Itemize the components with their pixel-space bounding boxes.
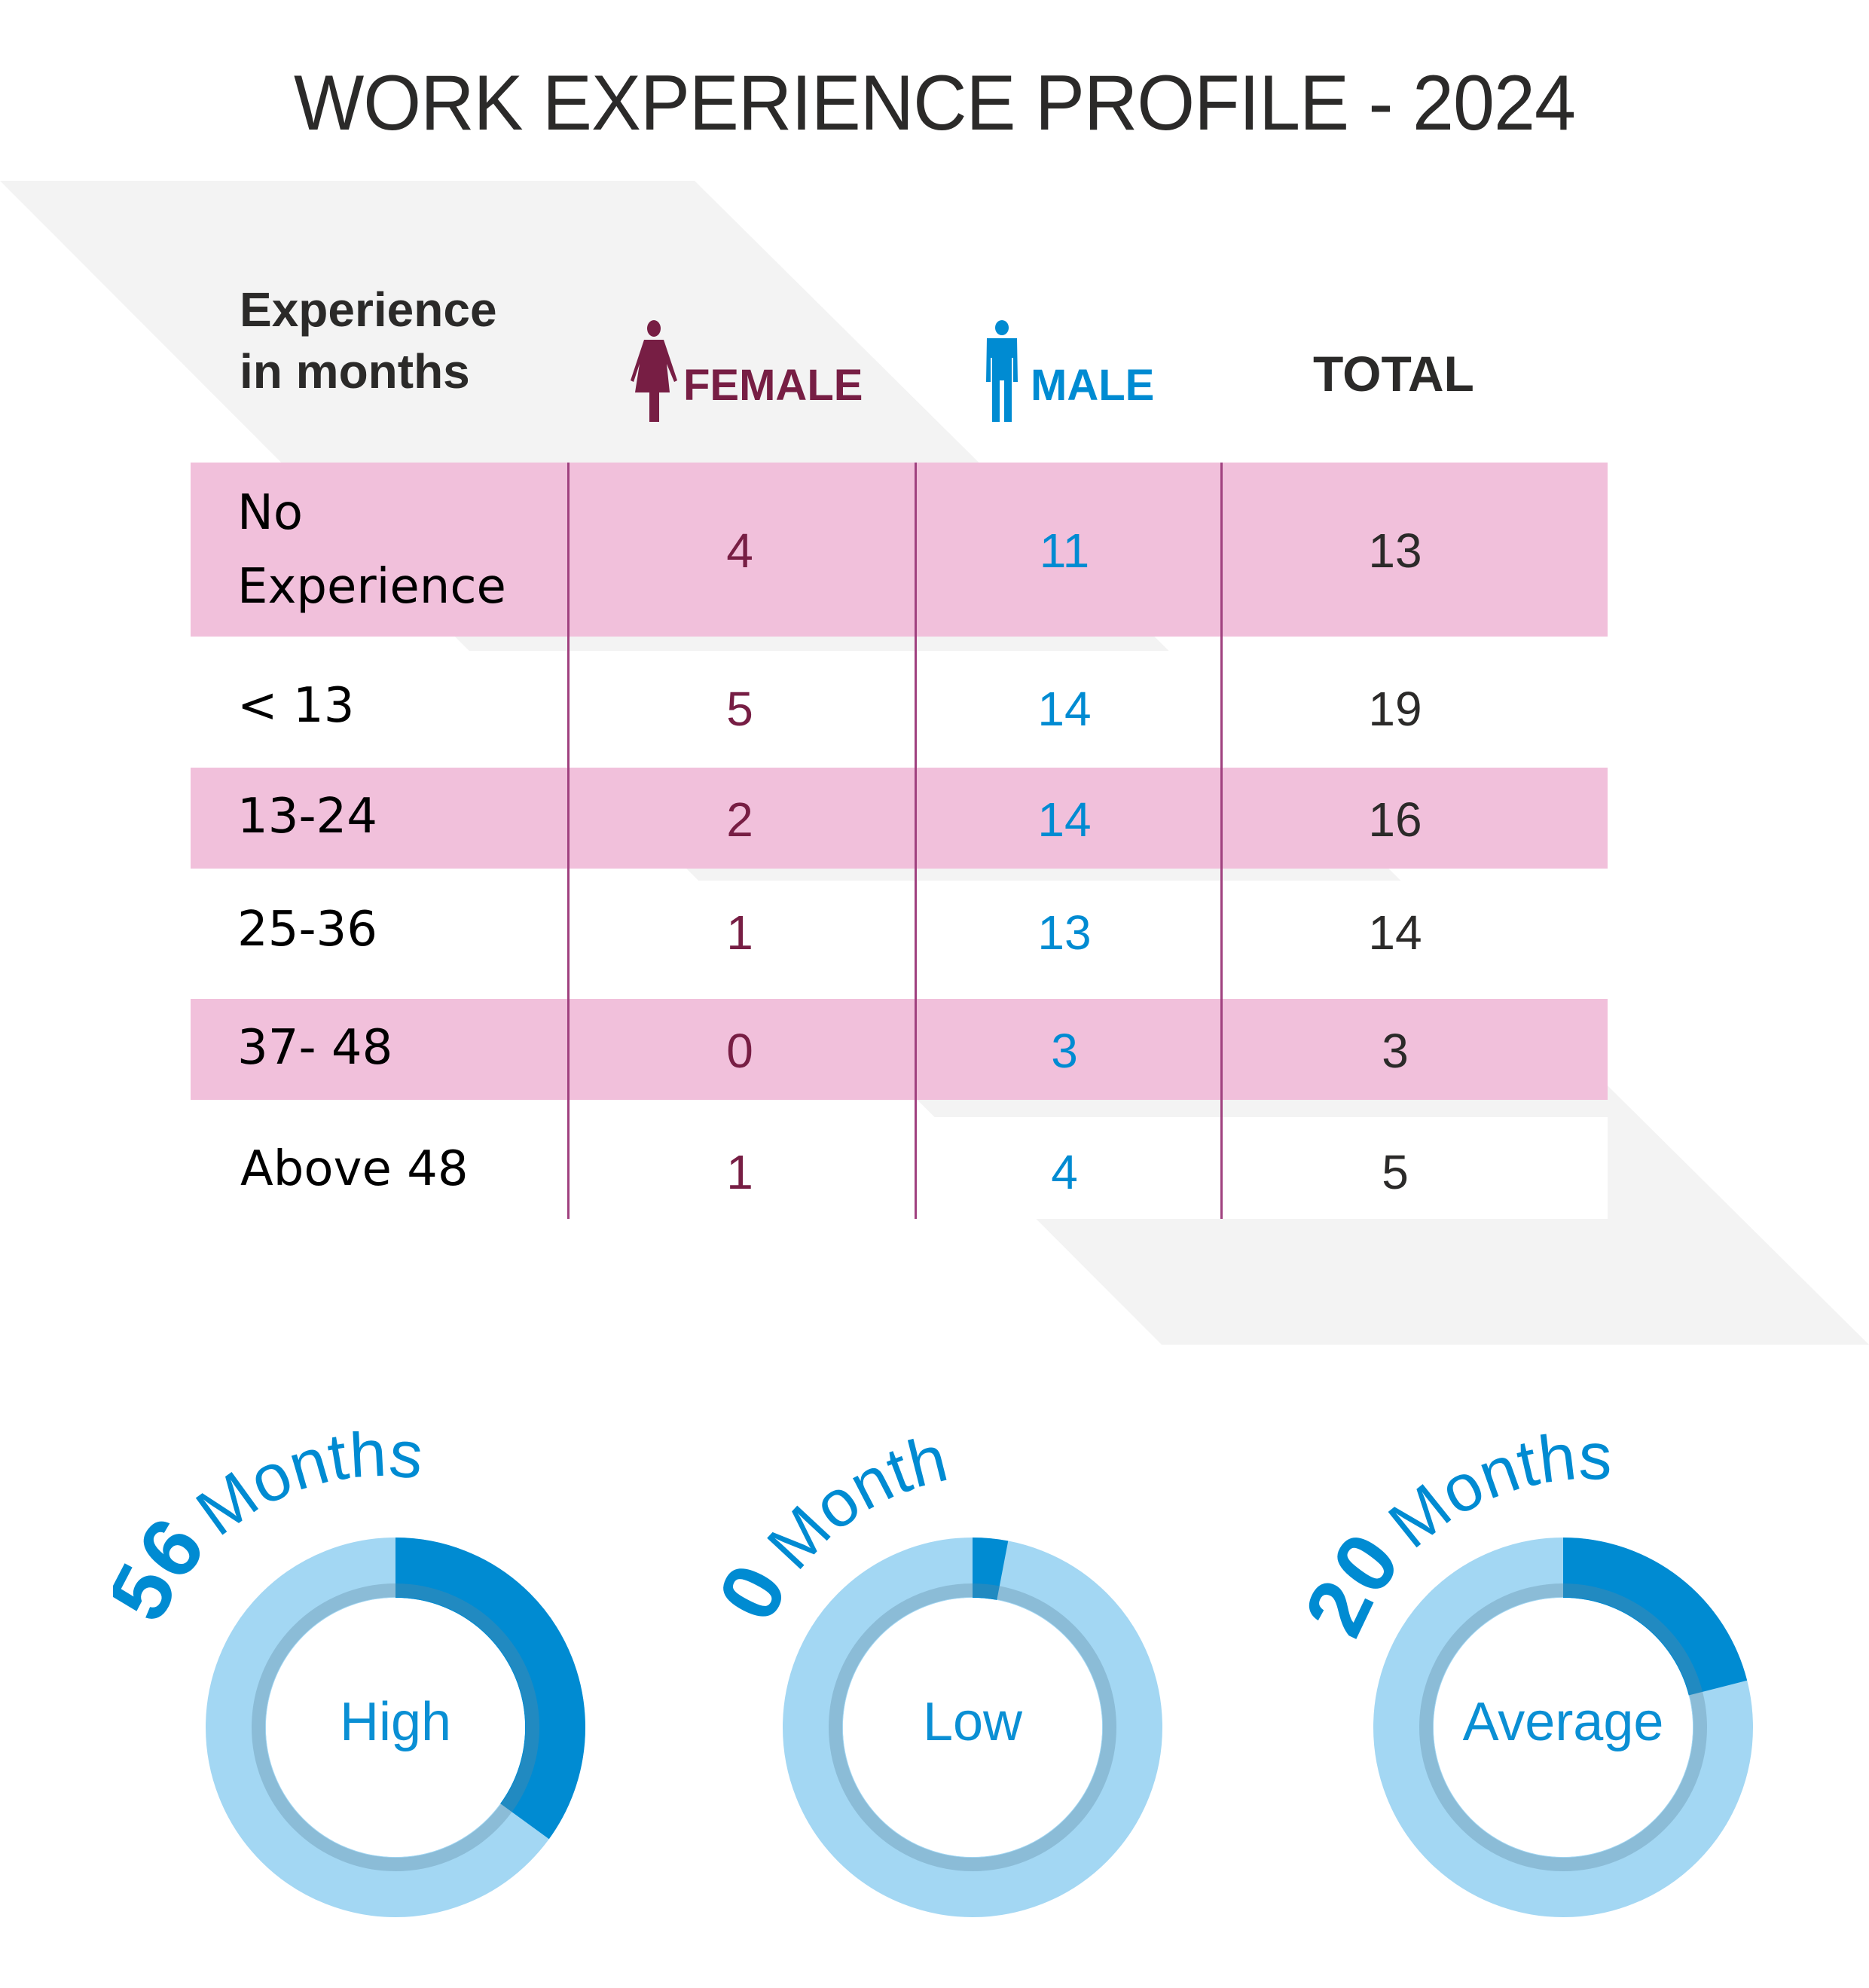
gauge-title-arc: 0 Month: [723, 1431, 954, 1635]
gauge-title-arc: 56 Months: [113, 1431, 426, 1635]
total-value: 16: [1368, 792, 1422, 847]
column-divider: [915, 463, 917, 1219]
female-value: 5: [726, 682, 753, 736]
gauge-caption: High: [339, 1692, 452, 1752]
female-figure-icon: [631, 320, 677, 422]
gauge-caption: Average: [1462, 1692, 1664, 1752]
row-label: 25-36: [237, 902, 377, 957]
gauge-unit: Months: [1375, 1431, 1613, 1562]
row-label: No Experience: [237, 476, 506, 624]
donut-chart: [206, 1538, 585, 1917]
row-label: 13-24: [237, 789, 377, 844]
header-total: TOTAL: [1313, 346, 1474, 402]
row-label-line2: Experience: [237, 559, 506, 615]
gauge-average: Average: [1352, 1516, 1774, 1938]
column-divider: [567, 463, 570, 1219]
male-value: 14: [1037, 682, 1092, 736]
svg-text:56 Months: 56 Months: [113, 1431, 426, 1635]
female-value: 2: [726, 792, 753, 847]
total-value: 13: [1368, 524, 1422, 578]
table-row: 37- 48 0 3 3: [191, 999, 1608, 1100]
total-value: 14: [1368, 905, 1422, 960]
male-value: 11: [1039, 524, 1090, 578]
page-title: WORK EXPERIENCE PROFILE - 2024: [293, 60, 1576, 147]
table-row: < 13 5 14 19: [191, 651, 1608, 768]
svg-text:20 Months: 20 Months: [1296, 1431, 1613, 1650]
table-row: No Experience 4 11 13: [191, 463, 1608, 637]
gauge-high: High: [185, 1516, 606, 1938]
female-value: 0: [726, 1024, 753, 1078]
row-label: < 13: [237, 678, 355, 734]
row-label: 37- 48: [237, 1020, 393, 1076]
row-label-line1: No: [237, 485, 304, 541]
male-value: 14: [1037, 792, 1092, 847]
total-value: 19: [1368, 682, 1422, 736]
column-divider: [1220, 463, 1223, 1219]
male-figure-icon: [986, 320, 1018, 422]
header-experience-line2: in months: [240, 344, 470, 399]
header-female: FEMALE: [683, 361, 863, 410]
gauge-low: Low: [762, 1516, 1183, 1938]
total-value: 5: [1382, 1145, 1409, 1199]
table-row: 25-36 1 13 14: [191, 881, 1608, 999]
male-value: 4: [1051, 1145, 1078, 1199]
male-value: 13: [1037, 905, 1092, 960]
table-row: Above 48 1 4 5: [191, 1117, 1608, 1219]
gauge-caption: Low: [922, 1692, 1023, 1752]
header-experience-line1: Experience: [240, 282, 497, 337]
header-male: MALE: [1031, 361, 1155, 410]
female-value: 1: [726, 905, 753, 960]
svg-text:0 Month: 0 Month: [723, 1431, 954, 1635]
gauge-title-arc: 20 Months: [1296, 1431, 1613, 1650]
donut-chart: [783, 1538, 1162, 1917]
header-experience-label: Experience in months: [240, 279, 497, 402]
female-value: 4: [726, 524, 753, 578]
gauge-unit: Months: [183, 1431, 426, 1550]
row-label: Above 48: [240, 1141, 469, 1197]
gauge-value: 20: [1296, 1516, 1418, 1650]
table-row: 13-24 2 14 16: [191, 768, 1608, 869]
gauge-unit: Month: [753, 1431, 954, 1583]
male-value: 3: [1051, 1024, 1078, 1078]
donut-chart: [1373, 1538, 1753, 1917]
total-value: 3: [1382, 1024, 1409, 1078]
female-value: 1: [726, 1145, 753, 1199]
